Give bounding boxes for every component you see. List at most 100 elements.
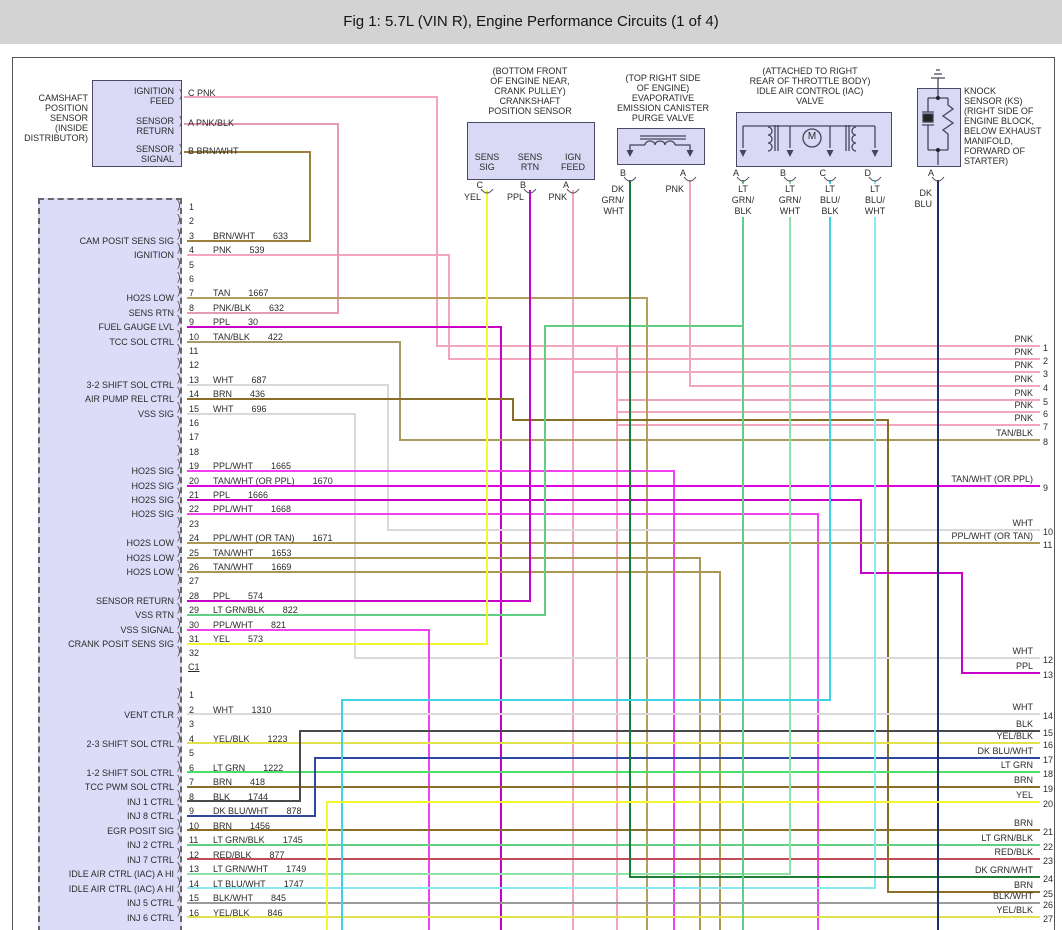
- right-exit-number: 4: [1043, 383, 1049, 393]
- pin-wire-color: YEL/BLK: [213, 733, 250, 744]
- pin-number: 13: [189, 374, 200, 385]
- pin-number: 15: [189, 893, 200, 903]
- pin-bracket: ): [177, 429, 181, 442]
- title-bar: Fig 1: 5.7L (VIN R), Engine Performance …: [0, 0, 1062, 44]
- right-exit-wire-color: WHT: [1012, 646, 1034, 656]
- pin-bracket: ): [177, 645, 181, 658]
- pin-function-label: INJ 5 CTRL: [126, 898, 174, 908]
- pin-wire-label: LT GRN/BLK 822: [213, 605, 298, 615]
- pin-wire-color: BRN/WHT: [213, 230, 255, 241]
- page-title: Fig 1: 5.7L (VIN R), Engine Performance …: [343, 13, 719, 30]
- pin-wire-label: PPL 574: [213, 591, 263, 601]
- pin-function-label: TCC SOL CTRL: [109, 336, 174, 347]
- wire-blk: [187, 730, 1040, 802]
- right-exit-wire-color: PPL/WHT (OR TAN): [951, 531, 1033, 541]
- pin-wire-label: PPL/WHT (OR TAN) 1671: [213, 533, 333, 543]
- pin-bracket: ): [177, 745, 181, 757]
- pin-wire-label: BRN/WHT 633: [213, 231, 288, 241]
- down-arrow-icon: [786, 150, 794, 157]
- pin-number: 8: [189, 791, 195, 802]
- pin-wire-color: LT BLU/WHT: [213, 878, 266, 889]
- pin-number: 12: [189, 360, 200, 371]
- right-exit-number: 13: [1043, 670, 1054, 680]
- pin-number: 32: [189, 648, 200, 659]
- pin-number: 30: [189, 619, 200, 630]
- pin-wire-label: TAN 1667: [213, 288, 268, 298]
- right-exit-number: 12: [1043, 655, 1054, 665]
- pin-number: 10: [189, 331, 200, 342]
- pin-number: 8: [189, 302, 195, 313]
- pin-wire-label: BRN 418: [213, 777, 265, 787]
- wire-ppl: [187, 190, 531, 602]
- right-exit-number: 27: [1043, 914, 1054, 924]
- pin-wire-color: PPL: [213, 490, 231, 500]
- pin-circuit-number: 877: [269, 849, 285, 860]
- pin-bracket: ): [177, 443, 181, 456]
- pin-function-label: IDLE AIR CTRL (IAC) A HI: [68, 869, 174, 879]
- right-exit-number: 25: [1043, 889, 1054, 899]
- pin-wire-color: LT GRN: [213, 762, 246, 773]
- pin-bracket: ): [177, 774, 181, 786]
- pin-circuit-number: 574: [248, 590, 264, 601]
- pin-bracket: ): [177, 716, 181, 728]
- pin-bracket: ): [177, 544, 181, 557]
- right-exit-number: 11: [1043, 540, 1053, 550]
- iac-sensor-note: (ATTACHED TO RIGHT REAR OF THROTTLE BODY…: [749, 66, 871, 106]
- right-exit-number: 26: [1043, 900, 1054, 910]
- pin-wire-label: TAN/WHT 1669: [213, 562, 291, 572]
- pin-bracket: ): [177, 803, 181, 815]
- cam-field-label: IGNITION FEED: [134, 86, 174, 106]
- crank-field-label: SENS SIG: [474, 152, 500, 172]
- right-exit-wire-color: PNK: [1014, 334, 1033, 344]
- pin-wire-label: DK BLU/WHT 878: [213, 806, 302, 816]
- right-exit-wire-color: LT GRN: [1000, 760, 1033, 770]
- right-exit-wire-color: DK BLU/WHT: [977, 746, 1033, 756]
- right-exit-number: 21: [1043, 827, 1054, 837]
- pin-function-label: HO2S SIG: [131, 480, 174, 491]
- pin-circuit-number: 845: [271, 893, 287, 903]
- pin-wire-color: YEL/BLK: [213, 907, 250, 918]
- pin-function-label: INJ 7 CTRL: [126, 854, 174, 865]
- pin-function-label: IDLE AIR CTRL (IAC) A HI: [68, 883, 174, 894]
- pin-wire-label: PPL 30: [213, 317, 258, 327]
- pin-circuit-number: 1668: [271, 504, 292, 515]
- pin-number: 15: [189, 403, 200, 414]
- connector-label: C1: [188, 662, 200, 672]
- pin-wire-color: BRN: [213, 389, 233, 400]
- pin-function-label: INJ 1 CTRL: [126, 796, 174, 807]
- crank-terminal-letter: C: [476, 180, 484, 190]
- pin-number: 22: [189, 504, 200, 515]
- pin-function-label: HO2S SIG: [131, 509, 174, 520]
- pin-function-label: 1-2 SHIFT SOL CTRL: [86, 767, 174, 778]
- pin-number: 5: [189, 259, 195, 270]
- pin-bracket: ): [177, 817, 181, 830]
- pin-number: 25: [189, 547, 200, 558]
- right-exit-wire-color: BLK/WHT: [992, 891, 1033, 901]
- pin-bracket: ): [177, 285, 181, 298]
- pin-function-label: IGNITION: [134, 250, 174, 261]
- crank-field-label: SENS RTN: [517, 152, 543, 172]
- right-exit-wire-color: TAN/BLK: [996, 428, 1033, 438]
- pin-wire-color: PNK/BLK: [213, 302, 252, 313]
- pin-wire-color: TAN: [213, 288, 231, 299]
- right-exit-number: 17: [1043, 755, 1054, 765]
- pin-number: 6: [189, 274, 195, 284]
- pin-bracket: ): [177, 788, 181, 801]
- pin-wire-color: TAN/BLK: [213, 331, 250, 342]
- pin-circuit-number: 422: [267, 331, 283, 342]
- purge-valve-box: [617, 128, 705, 165]
- pin-circuit-number: 573: [248, 634, 264, 644]
- wire-ppl-wht: [187, 513, 819, 930]
- terminal-bracket-icon: [683, 176, 697, 182]
- pin-bracket: ): [177, 730, 181, 743]
- right-exit-number: 23: [1043, 856, 1054, 866]
- pin-bracket: ): [177, 458, 181, 471]
- pin-circuit-number: 1749: [286, 864, 307, 874]
- purge-terminal-letter: B: [619, 168, 626, 178]
- pin-circuit-number: 1653: [271, 547, 292, 558]
- pin-wire-color: PPL/WHT (OR TAN): [213, 533, 295, 544]
- wire-brn-wht: [184, 151, 311, 242]
- pin-wire-label: LT GRN 1222: [213, 763, 283, 773]
